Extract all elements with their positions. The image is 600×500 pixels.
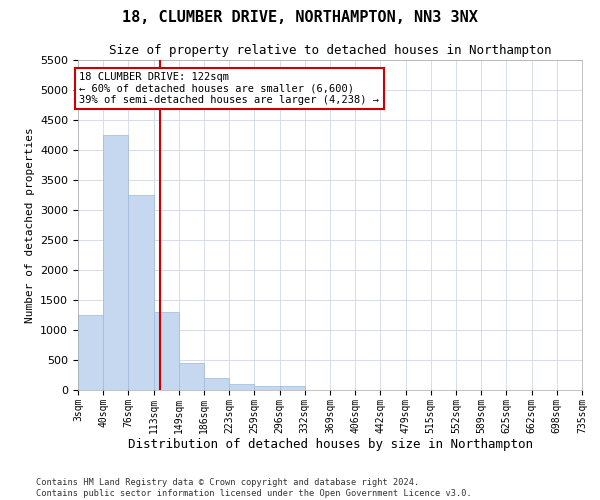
- Text: 18, CLUMBER DRIVE, NORTHAMPTON, NN3 3NX: 18, CLUMBER DRIVE, NORTHAMPTON, NN3 3NX: [122, 10, 478, 25]
- Bar: [78, 315, 103, 390]
- Text: 18 CLUMBER DRIVE: 122sqm
← 60% of detached houses are smaller (6,600)
39% of sem: 18 CLUMBER DRIVE: 122sqm ← 60% of detach…: [79, 72, 379, 105]
- Y-axis label: Number of detached properties: Number of detached properties: [25, 127, 35, 323]
- Bar: [179, 363, 204, 390]
- Bar: [280, 386, 305, 390]
- Title: Size of property relative to detached houses in Northampton: Size of property relative to detached ho…: [109, 44, 551, 58]
- Text: Contains HM Land Registry data © Crown copyright and database right 2024.
Contai: Contains HM Land Registry data © Crown c…: [36, 478, 472, 498]
- Bar: [154, 312, 179, 390]
- Bar: [204, 378, 229, 390]
- Bar: [128, 195, 154, 390]
- Bar: [103, 135, 128, 390]
- Bar: [254, 386, 280, 390]
- X-axis label: Distribution of detached houses by size in Northampton: Distribution of detached houses by size …: [128, 438, 533, 452]
- Bar: [229, 384, 254, 390]
